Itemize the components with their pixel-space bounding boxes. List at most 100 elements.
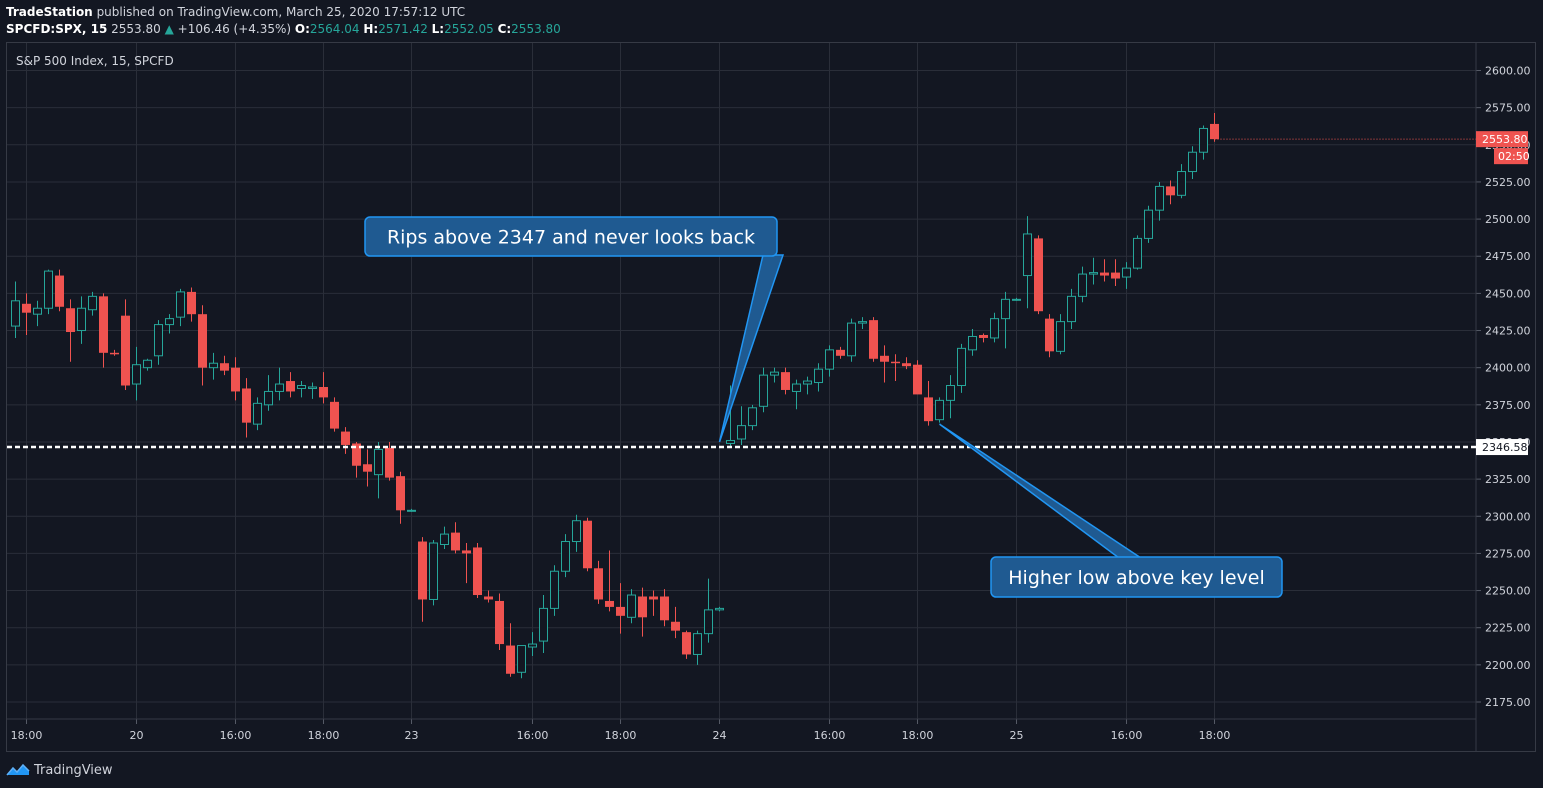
candle — [770, 367, 779, 383]
candle — [836, 346, 845, 359]
candle-body-down — [1100, 272, 1109, 276]
candle-body-down — [616, 606, 625, 616]
x-tick-label: 18:00 — [1199, 729, 1231, 742]
candle — [1111, 259, 1120, 286]
candle — [1166, 180, 1175, 205]
candle-body-up — [11, 300, 20, 327]
candle — [1034, 235, 1043, 315]
y-tick-label: 2325.00 — [1485, 473, 1531, 486]
candle — [1133, 235, 1142, 270]
candle — [473, 543, 482, 598]
candle — [891, 354, 900, 382]
candle-body-down — [880, 355, 889, 362]
x-tick-label: 23 — [405, 729, 419, 742]
candle — [286, 372, 295, 398]
candle — [946, 375, 955, 419]
y-tick-label: 2275.00 — [1485, 547, 1531, 560]
candle — [1199, 125, 1208, 160]
last-price-tag — [1476, 131, 1528, 148]
candle — [11, 281, 20, 338]
candle — [429, 540, 438, 606]
candle-body-up — [825, 349, 834, 370]
candle-body-up — [1133, 237, 1142, 269]
candle-body-up — [209, 362, 218, 369]
candle — [1078, 266, 1087, 303]
publish-line: TradeStation published on TradingView.co… — [6, 5, 465, 19]
candle-body-up — [253, 402, 262, 425]
candle — [440, 526, 449, 549]
candle-body-down — [1111, 272, 1120, 279]
candle-body-up — [132, 364, 141, 385]
candle — [1122, 262, 1131, 289]
low-label: L: — [431, 22, 445, 36]
candle — [792, 379, 801, 410]
x-tick-label: 16:00 — [814, 729, 846, 742]
candle — [418, 537, 427, 622]
quote-line: SPCFD:SPX, 15 2553.80 ▲ +106.46 (+4.35%)… — [6, 22, 561, 36]
tradingview-logo-icon[interactable] — [6, 763, 30, 777]
candle — [935, 397, 944, 423]
candle-body-up — [858, 321, 867, 324]
candle — [77, 296, 86, 344]
candle-body-up — [88, 295, 97, 311]
candle-body-down — [220, 363, 229, 371]
candle — [957, 343, 966, 393]
candle-body-down — [198, 314, 207, 368]
candle — [781, 367, 790, 395]
candle-body-down — [979, 334, 988, 338]
candle-body-up — [1089, 272, 1098, 275]
candle — [968, 329, 977, 356]
candle-body-up — [957, 347, 966, 387]
candle-body-down — [1045, 318, 1054, 352]
candle-body-down — [913, 364, 922, 395]
candle — [759, 367, 768, 413]
candle — [847, 318, 856, 362]
candle-body-down — [1166, 186, 1175, 196]
publisher-name[interactable]: TradeStation — [6, 5, 93, 19]
candle-body-down — [869, 320, 878, 359]
candle — [1210, 112, 1219, 142]
candle — [825, 345, 834, 377]
candle — [803, 376, 812, 395]
symbol-label[interactable]: SPCFD:SPX, 15 — [6, 22, 108, 36]
candle — [363, 449, 372, 487]
candle — [649, 590, 658, 616]
candle-body-down — [638, 596, 647, 618]
candle-body-down — [484, 596, 493, 600]
candlestick-chart[interactable]: 2175.00 2200.00 2225.00 2250.00 2275.00 2300.… — [7, 43, 1535, 751]
x-tick-label: 18:00 — [11, 729, 43, 742]
candle-body-down — [594, 568, 603, 600]
candle — [550, 565, 559, 616]
candle — [539, 595, 548, 653]
candle — [275, 367, 284, 401]
x-tick-label: 16:00 — [220, 729, 252, 742]
candle-body-down — [363, 464, 372, 472]
candle — [627, 589, 636, 624]
y-tick-label: 2475.00 — [1485, 250, 1531, 263]
candle-body-up — [374, 448, 383, 476]
candle-body-up — [1001, 298, 1010, 320]
candle-body-down — [231, 367, 240, 392]
candle — [253, 397, 262, 431]
high-value: 2571.42 — [378, 22, 428, 36]
candle-body-down — [451, 532, 460, 551]
y-tick-label: 2400.00 — [1485, 362, 1531, 375]
countdown-tag — [1494, 148, 1528, 165]
candle — [1100, 259, 1109, 282]
x-tick-label: 18:00 — [308, 729, 340, 742]
candle — [660, 589, 669, 627]
y-tick-label: 2525.00 — [1485, 176, 1531, 189]
tradingview-brand[interactable]: TradingView — [34, 762, 113, 778]
candle-body-up — [1188, 151, 1197, 173]
candle — [319, 372, 328, 404]
candle — [1023, 216, 1032, 309]
candle-body-up — [165, 318, 174, 326]
candle-body-up — [847, 322, 856, 357]
y-tick-label: 2500.00 — [1485, 213, 1531, 226]
price-change: +106.46 (+4.35%) — [177, 22, 292, 36]
close-label: C: — [497, 22, 512, 36]
candle-body-up — [704, 609, 713, 635]
candle — [242, 378, 251, 438]
candle — [154, 320, 163, 365]
candle — [209, 352, 218, 380]
